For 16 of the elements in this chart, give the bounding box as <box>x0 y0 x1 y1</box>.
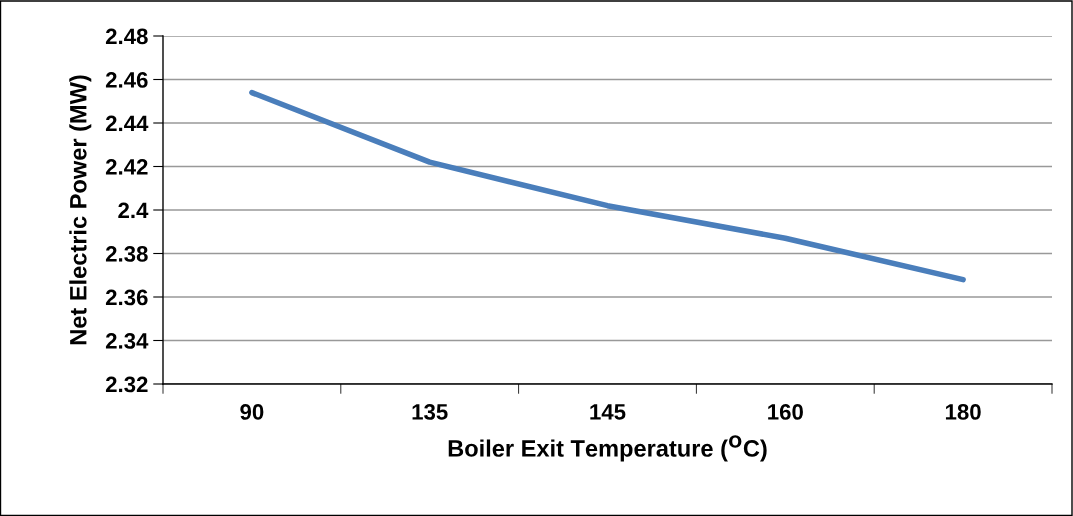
x-axis-title: Boiler Exit Temperature ($^{O}$C) <box>448 435 767 462</box>
y-tick-label: 2.38 <box>105 246 148 262</box>
x-tick-label: 180 <box>945 404 981 420</box>
x-tick-label: 135 <box>412 404 448 420</box>
y-tick-label: 2.42 <box>105 159 148 175</box>
x-tick-label: 90 <box>240 404 264 420</box>
y-tick-label: 2.44 <box>105 115 149 132</box>
y-axis-title: Net Electric Power (MW) <box>69 75 92 345</box>
y-tick-label: 2.34 <box>105 333 149 349</box>
y-tick-label: 2.32 <box>105 376 148 393</box>
x-tick-label: 145 <box>590 404 626 420</box>
y-tick-label: 2.46 <box>105 72 148 88</box>
x-tick-label: 160 <box>768 404 803 420</box>
y-tick-label: 2.4 <box>118 202 149 219</box>
y-tick-label: 2.48 <box>105 28 148 45</box>
y-tick-label: 2.36 <box>105 289 148 306</box>
